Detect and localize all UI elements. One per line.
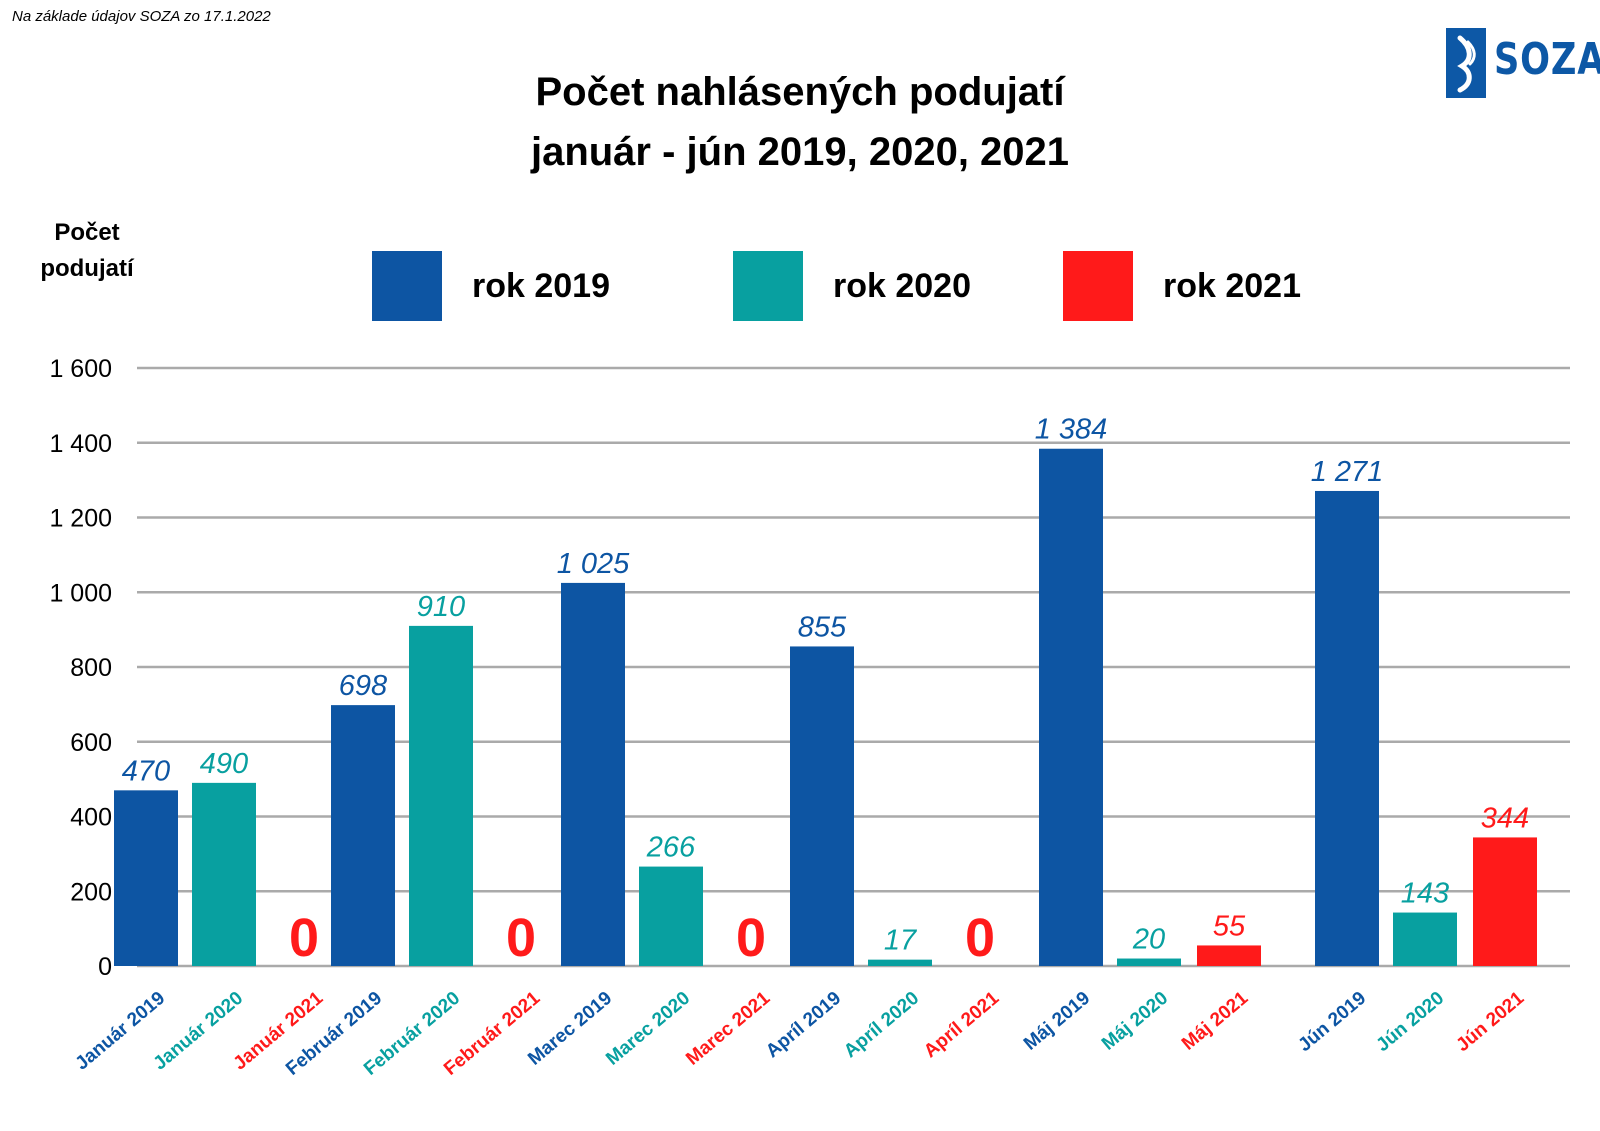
y-tick-label: 1 400 [49, 430, 112, 458]
chart-title: Počet nahlásených podujatí január - jún … [0, 62, 1600, 182]
data-label: 698 [339, 670, 387, 702]
data-label: 470 [122, 755, 170, 787]
bar [561, 582, 625, 966]
y-axis-label-line2: podujatí [40, 255, 134, 282]
legend-label-2021: rok 2021 [1163, 266, 1301, 305]
legend-swatch-2021 [1063, 251, 1133, 321]
y-tick-label: 600 [70, 729, 112, 757]
x-tick-label: Jún 2019 [1294, 988, 1370, 1056]
bar [868, 959, 932, 966]
legend-label-2020: rok 2020 [833, 266, 971, 305]
source-note: Na základe údajov SOZA zo 17.1.2022 [12, 8, 271, 25]
data-label: 1 025 [557, 548, 630, 580]
y-tick-label: 400 [70, 804, 112, 832]
legend-item-2021: rok 2021 [1063, 250, 1301, 322]
y-tick-label: 800 [70, 654, 112, 682]
data-label: 1 271 [1311, 456, 1384, 488]
chart-title-line2: január - jún 2019, 2020, 2021 [530, 130, 1070, 174]
bar [1197, 945, 1261, 966]
data-label-zero: 0 [289, 908, 319, 968]
y-tick-label: 1 200 [49, 505, 112, 533]
x-tick-label: Marec 2020 [602, 988, 694, 1070]
bar [331, 705, 395, 966]
bar [1473, 837, 1537, 966]
data-label-zero: 0 [965, 908, 995, 968]
legend-swatch-2019 [372, 251, 442, 321]
bar [1117, 958, 1181, 966]
bar [409, 625, 473, 966]
data-label: 855 [798, 611, 847, 643]
data-label: 20 [1132, 924, 1165, 956]
x-tick-label: Apríl 2020 [840, 988, 923, 1062]
y-axis-label-line1: Počet [54, 219, 120, 246]
data-label: 17 [884, 925, 918, 957]
data-label: 266 [646, 832, 696, 864]
legend-item-2020: rok 2020 [733, 250, 971, 322]
x-tick-label: Máj 2020 [1098, 988, 1172, 1055]
bar [1039, 448, 1103, 967]
bar [639, 866, 703, 966]
x-tick-label: Apríl 2019 [762, 988, 845, 1062]
data-label: 344 [1481, 802, 1529, 834]
bar [1315, 490, 1379, 966]
x-tick-label: Máj 2021 [1178, 987, 1253, 1054]
data-label: 55 [1213, 910, 1246, 942]
x-tick-label: Jún 2020 [1372, 988, 1448, 1056]
bar [114, 790, 178, 966]
y-axis-label: Počet podujatí [28, 215, 146, 287]
soza-logo-text: SOZA [1494, 34, 1600, 85]
data-label-zero: 0 [506, 908, 536, 968]
data-label: 143 [1401, 878, 1449, 910]
data-label-zero: 0 [736, 908, 766, 968]
y-tick-label: 1 600 [49, 355, 112, 383]
y-tick-label: 200 [70, 878, 112, 906]
x-tick-label: Jún 2021 [1452, 987, 1528, 1056]
chart-legend: rok 2019 rok 2020 rok 2021 [0, 250, 1600, 322]
legend-swatch-2020 [733, 251, 803, 321]
data-label: 490 [200, 748, 248, 780]
legend-item-2019: rok 2019 [372, 250, 610, 322]
x-tick-label: Máj 2019 [1020, 988, 1094, 1055]
soza-logo-mark-icon [1446, 28, 1486, 98]
bar [1393, 912, 1457, 966]
y-tick-label: 0 [98, 953, 112, 981]
bar [790, 646, 854, 966]
x-tick-label: Apríl 2021 [920, 987, 1003, 1062]
y-tick-label: 1 000 [49, 579, 112, 607]
chart-title-line1: Počet nahlásených podujatí [535, 70, 1065, 114]
data-label: 910 [417, 591, 465, 623]
data-label: 1 384 [1035, 414, 1108, 446]
legend-label-2019: rok 2019 [472, 266, 610, 305]
soza-logo: SOZA [1446, 26, 1600, 102]
bar [192, 782, 256, 966]
x-tick-label: Marec 2021 [682, 987, 774, 1069]
